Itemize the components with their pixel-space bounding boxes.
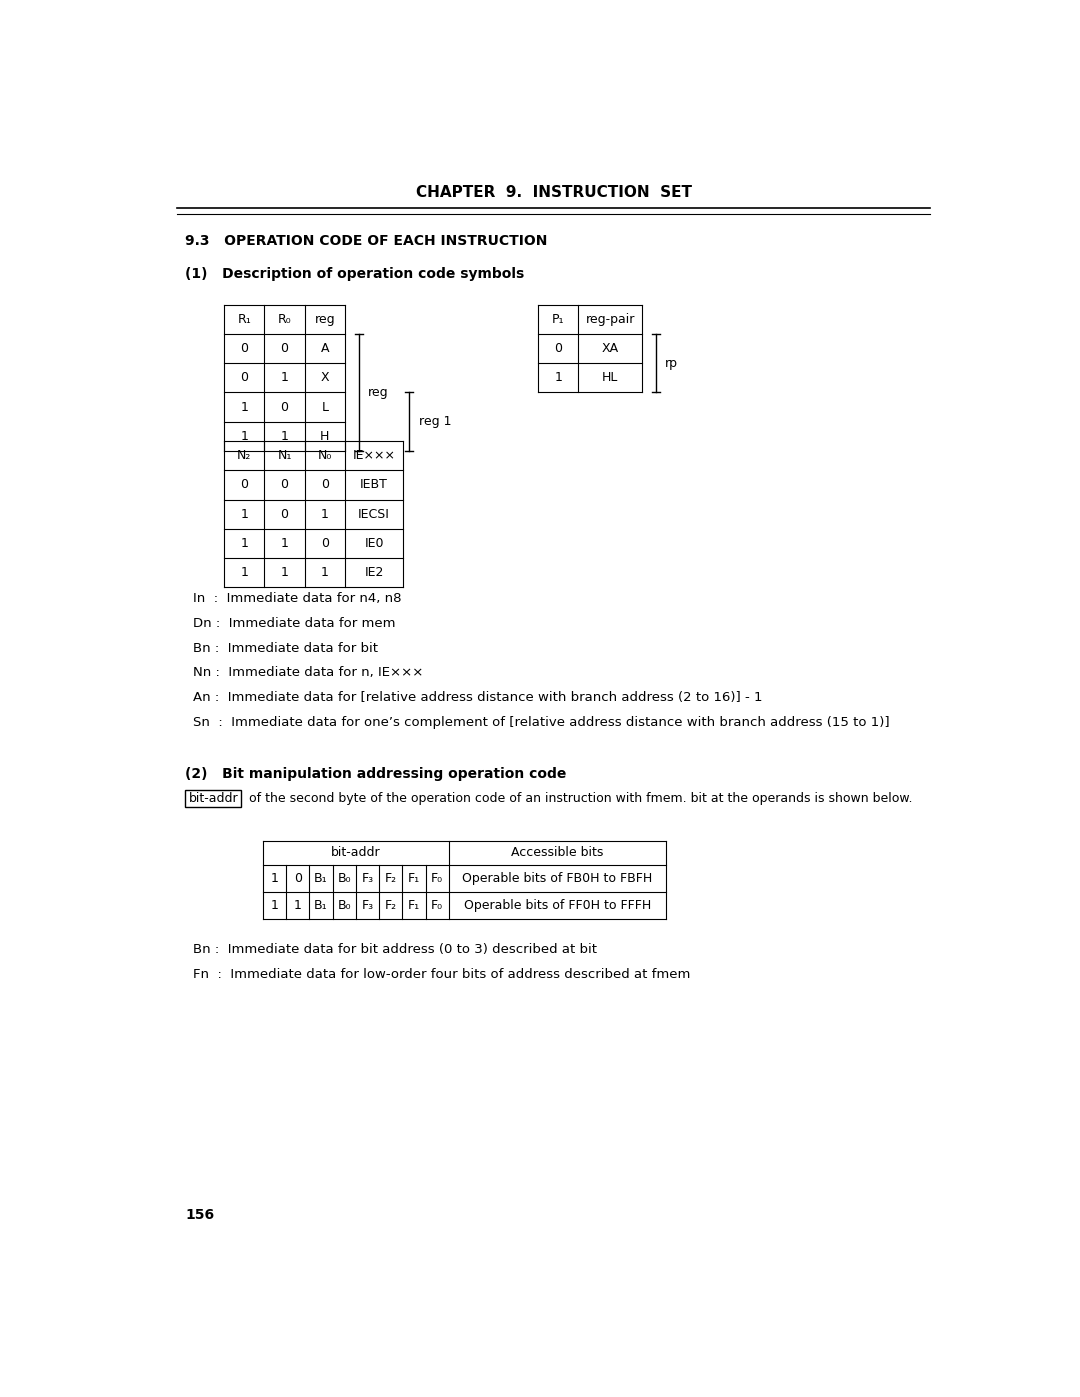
Bar bbox=[186, 789, 241, 806]
Text: H: H bbox=[320, 430, 329, 443]
Text: In  :  Immediate data for n4, n8: In : Immediate data for n4, n8 bbox=[193, 592, 402, 605]
Text: Operable bits of FB0H to FBFH: Operable bits of FB0H to FBFH bbox=[462, 872, 652, 886]
Text: XA: XA bbox=[602, 342, 619, 355]
Text: Operable bits of FF0H to FFFH: Operable bits of FF0H to FFFH bbox=[463, 900, 651, 912]
Text: IE2: IE2 bbox=[364, 566, 383, 580]
Text: L: L bbox=[322, 401, 328, 414]
Text: 1: 1 bbox=[271, 872, 279, 886]
Text: HL: HL bbox=[602, 372, 618, 384]
Text: X: X bbox=[321, 372, 329, 384]
Text: 1: 1 bbox=[241, 566, 248, 580]
Text: B₀: B₀ bbox=[337, 900, 351, 912]
Text: 0: 0 bbox=[281, 401, 288, 414]
Text: 1: 1 bbox=[554, 372, 562, 384]
Text: 9.3   OPERATION CODE OF EACH INSTRUCTION: 9.3 OPERATION CODE OF EACH INSTRUCTION bbox=[186, 233, 548, 247]
Text: Dn :  Immediate data for mem: Dn : Immediate data for mem bbox=[193, 617, 395, 630]
Text: F₁: F₁ bbox=[408, 872, 420, 886]
Text: 0: 0 bbox=[240, 342, 248, 355]
Text: F₃: F₃ bbox=[362, 900, 374, 912]
Text: A: A bbox=[321, 342, 329, 355]
Text: 156: 156 bbox=[186, 1208, 215, 1222]
Text: reg: reg bbox=[368, 386, 389, 400]
Text: bit-addr: bit-addr bbox=[332, 847, 380, 859]
Text: CHAPTER  9.  INSTRUCTION  SET: CHAPTER 9. INSTRUCTION SET bbox=[416, 184, 691, 200]
Text: Accessible bits: Accessible bits bbox=[511, 847, 604, 859]
Text: B₁: B₁ bbox=[314, 872, 328, 886]
Text: bit-addr: bit-addr bbox=[189, 792, 238, 805]
Text: 1: 1 bbox=[271, 900, 279, 912]
Text: IECSI: IECSI bbox=[359, 507, 390, 521]
Text: 1: 1 bbox=[321, 566, 328, 580]
Text: reg 1: reg 1 bbox=[419, 415, 451, 429]
Text: 0: 0 bbox=[321, 478, 329, 492]
Text: (2)   Bit manipulation addressing operation code: (2) Bit manipulation addressing operatio… bbox=[186, 767, 567, 781]
Text: P₁: P₁ bbox=[552, 313, 565, 326]
Text: 0: 0 bbox=[294, 872, 301, 886]
Text: Nn :  Immediate data for n, IE×××: Nn : Immediate data for n, IE××× bbox=[193, 666, 423, 679]
Text: 1: 1 bbox=[321, 507, 328, 521]
Text: N₁: N₁ bbox=[278, 448, 292, 462]
Text: 0: 0 bbox=[240, 478, 248, 492]
Text: N₂: N₂ bbox=[238, 448, 252, 462]
Text: Bn :  Immediate data for bit address (0 to 3) described at bit: Bn : Immediate data for bit address (0 t… bbox=[193, 943, 597, 957]
Text: F₂: F₂ bbox=[384, 872, 396, 886]
Text: F₀: F₀ bbox=[431, 872, 443, 886]
Text: 1: 1 bbox=[241, 536, 248, 550]
Text: 0: 0 bbox=[554, 342, 563, 355]
Text: 1: 1 bbox=[281, 566, 288, 580]
Text: R₀: R₀ bbox=[278, 313, 292, 326]
Text: 1: 1 bbox=[294, 900, 301, 912]
Text: 1: 1 bbox=[281, 372, 288, 384]
Text: F₀: F₀ bbox=[431, 900, 443, 912]
Text: reg: reg bbox=[314, 313, 335, 326]
Text: 0: 0 bbox=[321, 536, 329, 550]
Text: N₀: N₀ bbox=[318, 448, 332, 462]
Text: 0: 0 bbox=[281, 342, 288, 355]
Text: F₂: F₂ bbox=[384, 900, 396, 912]
Text: 1: 1 bbox=[241, 430, 248, 443]
Text: Fn  :  Immediate data for low-order four bits of address described at fmem: Fn : Immediate data for low-order four b… bbox=[193, 968, 690, 981]
Text: IE0: IE0 bbox=[364, 536, 383, 550]
Text: IEBT: IEBT bbox=[360, 478, 388, 492]
Text: (1)   Description of operation code symbols: (1) Description of operation code symbol… bbox=[186, 267, 525, 281]
Text: Sn  :  Immediate data for one’s complement of [relative address distance with br: Sn : Immediate data for one’s complement… bbox=[193, 715, 890, 729]
Text: F₁: F₁ bbox=[408, 900, 420, 912]
Text: An :  Immediate data for [relative address distance with branch address (2 to 16: An : Immediate data for [relative addres… bbox=[193, 692, 762, 704]
Text: 0: 0 bbox=[240, 372, 248, 384]
Text: 1: 1 bbox=[241, 401, 248, 414]
Text: B₁: B₁ bbox=[314, 900, 328, 912]
Text: 0: 0 bbox=[281, 507, 288, 521]
Text: F₃: F₃ bbox=[362, 872, 374, 886]
Text: rp: rp bbox=[665, 356, 678, 370]
Text: 1: 1 bbox=[281, 536, 288, 550]
Text: 1: 1 bbox=[241, 507, 248, 521]
Text: reg-pair: reg-pair bbox=[585, 313, 635, 326]
Text: 1: 1 bbox=[281, 430, 288, 443]
Text: IE×××: IE××× bbox=[352, 448, 395, 462]
Text: B₀: B₀ bbox=[337, 872, 351, 886]
Text: Bn :  Immediate data for bit: Bn : Immediate data for bit bbox=[193, 641, 378, 655]
Text: of the second byte of the operation code of an instruction with fmem. bit at the: of the second byte of the operation code… bbox=[245, 792, 913, 805]
Text: 0: 0 bbox=[281, 478, 288, 492]
Text: R₁: R₁ bbox=[238, 313, 252, 326]
